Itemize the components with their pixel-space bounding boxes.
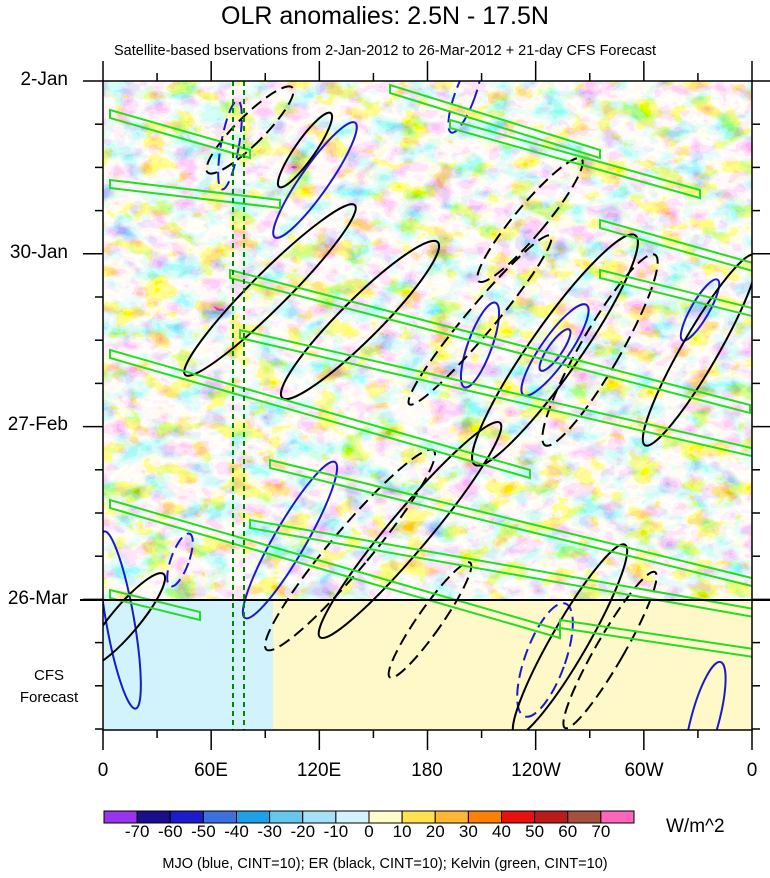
x-tick-label: 0: [746, 760, 758, 781]
forecast-label-line1: CFS: [34, 667, 64, 684]
colorbar-label: 0: [364, 822, 374, 841]
x-tick-label: 60W: [624, 760, 664, 781]
colorbar-label: 50: [525, 822, 545, 841]
er-contour: [476, 156, 584, 284]
er-contour: [205, 85, 295, 175]
mjo-contour: [447, 81, 483, 134]
colorbar-label: -70: [124, 822, 150, 841]
colorbar-label: -10: [323, 822, 349, 841]
mjo-contour: [516, 602, 574, 718]
kelvin-contour: [109, 348, 531, 480]
olr-anomaly-field: [103, 81, 752, 600]
er-contour: [407, 234, 553, 406]
forecast-label-line2: Forecast: [19, 689, 79, 706]
kelvin-contour: [109, 108, 251, 160]
forecast-label: CFS Forecast: [0, 665, 98, 709]
x-tick-label: 120E: [296, 760, 342, 781]
colorbar-label: -60: [157, 822, 183, 841]
colorbar-label: -50: [191, 822, 216, 841]
chart-subtitle: Satellite-based bservations from 2-Jan-2…: [113, 43, 656, 59]
kelvin-contour: [109, 588, 201, 622]
er-contour: [387, 561, 473, 679]
kelvin-contour: [109, 178, 281, 210]
kelvin-contour: [599, 218, 752, 272]
x-tick-label: 180: [411, 760, 443, 781]
kelvin-contour: [239, 328, 752, 458]
colorbar-label: 40: [492, 822, 511, 841]
colorbar-label: 60: [558, 822, 578, 841]
kelvin-contour: [559, 618, 752, 658]
er-contour: [541, 253, 659, 447]
y-tick-label: 2-Jan: [20, 69, 68, 90]
er-contour: [641, 253, 752, 447]
er-contour: [562, 570, 658, 730]
chart-title: OLR anomalies: 2.5N - 17.5N: [221, 2, 549, 30]
colorbar-swatch: [600, 810, 635, 824]
mjo-contour: [166, 532, 194, 588]
er-contour: [103, 572, 167, 668]
x-tick-label: 120W: [511, 760, 561, 781]
mjo-contour: [272, 121, 358, 239]
mjo-contour: [683, 660, 727, 730]
colorbar-label: -40: [224, 822, 249, 841]
forecast-light-band: [103, 600, 273, 730]
colorbar-label: 30: [458, 822, 478, 841]
mjo-contour: [538, 328, 572, 372]
plot-area: [103, 81, 752, 730]
mjo-contour: [679, 278, 721, 342]
y-tick-label: 27-Feb: [7, 414, 68, 435]
colorbar-label: 20: [425, 822, 445, 841]
kelvin-contour: [389, 83, 601, 160]
kelvin-contour: [269, 458, 752, 588]
er-contour: [279, 239, 441, 401]
x-tick-label: 0: [97, 760, 109, 781]
kelvin-contour: [249, 518, 752, 618]
axis-ticks: [83, 61, 770, 750]
er-contour: [317, 420, 503, 640]
kelvin-contour: [229, 268, 751, 415]
er-contour: [276, 111, 334, 189]
colorbar-label: -20: [290, 822, 316, 841]
contour-legend-note: MJO (blue, CINT=10); ER (black, CINT=10)…: [162, 856, 608, 872]
kelvin-contours: [109, 83, 752, 658]
kelvin-contour: [109, 498, 561, 640]
y-tick-label: 30-Jan: [9, 242, 68, 263]
er-contour: [511, 543, 629, 730]
colorbar-label: 10: [392, 822, 412, 841]
x-tick-label: 60E: [194, 760, 228, 781]
colorbar-label: 70: [591, 822, 611, 841]
colorbar-units: W/m^2: [666, 816, 725, 837]
colorbar: [103, 810, 635, 824]
er-contour: [471, 233, 639, 467]
y-tick-label: 26-Mar: [7, 588, 68, 609]
kelvin-contour: [449, 118, 701, 200]
colorbar-label: -30: [257, 822, 282, 841]
kelvin-contour: [599, 268, 752, 318]
